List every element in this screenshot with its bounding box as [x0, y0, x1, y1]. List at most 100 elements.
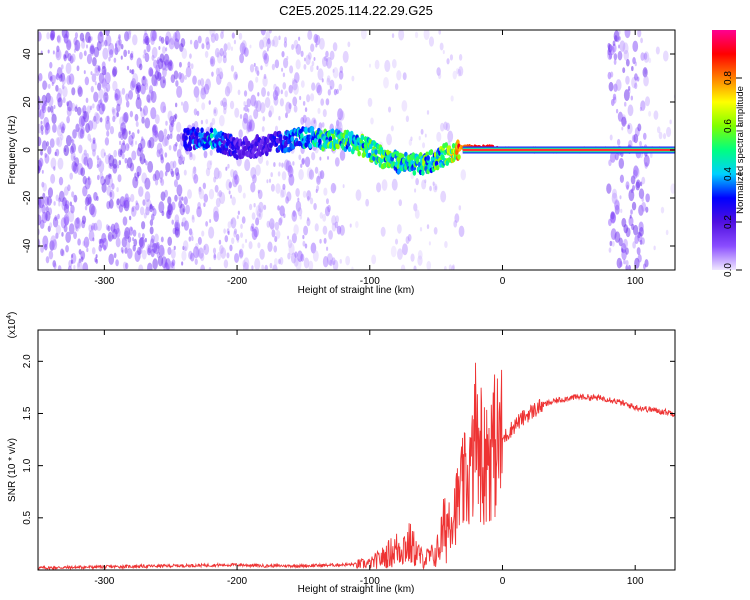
noise-pixel	[234, 107, 240, 118]
noise-pixel	[613, 30, 620, 42]
noise-pixel	[121, 127, 124, 132]
noise-pixel	[243, 90, 248, 97]
noise-pixel	[391, 33, 395, 38]
x-tick-label: -200	[227, 276, 247, 287]
noise-pixel	[339, 224, 345, 236]
noise-pixel	[170, 170, 175, 178]
noise-pixel	[171, 201, 176, 211]
noise-pixel	[55, 84, 59, 92]
noise-pixel	[637, 254, 642, 263]
noise-pixel	[88, 224, 93, 232]
signal-pixel	[304, 142, 308, 148]
noise-pixel	[311, 152, 316, 161]
noise-pixel	[54, 151, 57, 156]
noise-pixel	[264, 96, 271, 109]
noise-pixel	[147, 139, 152, 149]
noise-pixel	[307, 52, 312, 60]
noise-pixel	[45, 92, 51, 103]
signal-pixel	[318, 138, 322, 145]
noise-pixel	[285, 160, 292, 173]
x-tick-label: -100	[360, 576, 380, 587]
noise-pixel	[200, 119, 204, 125]
noise-pixel	[109, 49, 114, 58]
noise-pixel	[625, 247, 629, 255]
noise-pixel	[138, 237, 144, 248]
noise-pixel	[145, 37, 150, 45]
noise-pixel	[270, 222, 275, 231]
noise-pixel	[226, 42, 231, 51]
noise-pixel	[139, 63, 143, 71]
noise-pixel	[334, 157, 340, 167]
noise-pixel	[202, 182, 207, 190]
noise-pixel	[158, 244, 165, 257]
noise-pixel	[100, 39, 105, 47]
noise-pixel	[292, 209, 296, 217]
snr-y-label: SNR (10 * v/v)	[7, 438, 18, 502]
noise-pixel	[173, 143, 177, 152]
noise-pixel	[332, 67, 339, 79]
noise-pixel	[86, 53, 93, 65]
noise-pixel	[181, 196, 184, 201]
noise-pixel	[135, 121, 139, 128]
noise-pixel	[142, 76, 145, 81]
noise-pixel	[74, 106, 78, 113]
noise-pixel	[160, 76, 167, 89]
noise-pixel	[102, 47, 109, 60]
noise-pixel	[89, 105, 93, 111]
noise-pixel	[103, 87, 109, 97]
noise-pixel	[84, 196, 90, 207]
noise-pixel	[135, 177, 138, 182]
noise-pixel	[56, 35, 61, 43]
noise-pixel	[50, 173, 56, 184]
noise-pixel	[182, 160, 185, 165]
noise-pixel	[83, 50, 87, 57]
noise-pixel	[56, 124, 63, 137]
noise-pixel	[158, 45, 161, 51]
noise-pixel	[255, 76, 259, 83]
noise-pixel	[632, 57, 636, 65]
noise-pixel	[169, 160, 175, 171]
noise-pixel	[275, 183, 281, 194]
noise-pixel	[614, 204, 620, 215]
noise-pixel	[250, 94, 257, 107]
noise-pixel	[116, 103, 121, 113]
noise-pixel	[653, 110, 659, 120]
noise-pixel	[336, 225, 342, 235]
noise-pixel	[645, 193, 650, 203]
noise-pixel	[298, 154, 302, 161]
noise-pixel	[396, 224, 402, 234]
noise-pixel	[631, 66, 634, 72]
noise-pixel	[405, 115, 410, 123]
noise-pixel	[165, 47, 168, 52]
noise-pixel	[334, 221, 339, 229]
noise-pixel	[48, 95, 54, 107]
noise-pixel	[90, 43, 95, 53]
noise-pixel	[91, 222, 96, 231]
noise-pixel	[414, 209, 420, 219]
noise-pixel	[118, 90, 122, 98]
noise-pixel	[648, 57, 652, 64]
noise-pixel	[141, 233, 145, 239]
noise-pixel	[261, 87, 266, 98]
noise-pixel	[209, 160, 213, 166]
noise-pixel	[112, 228, 118, 240]
noise-pixel	[188, 151, 193, 161]
noise-pixel	[187, 189, 192, 199]
noise-pixel	[275, 230, 281, 239]
noise-pixel	[395, 238, 399, 245]
noise-pixel	[432, 183, 438, 193]
noise-pixel	[300, 80, 305, 88]
noise-pixel	[79, 128, 85, 139]
figure-title: C2E5.2025.114.22.29.G25	[279, 3, 433, 18]
noise-pixel	[50, 235, 57, 248]
y-tick-label: 1.0	[22, 458, 33, 472]
noise-pixel	[159, 147, 164, 157]
noise-pixel	[65, 135, 72, 147]
noise-pixel	[266, 47, 269, 52]
noise-pixel	[261, 264, 265, 270]
noise-pixel	[144, 191, 151, 203]
noise-pixel	[83, 236, 90, 249]
noise-pixel	[256, 208, 263, 221]
noise-pixel	[297, 197, 300, 202]
